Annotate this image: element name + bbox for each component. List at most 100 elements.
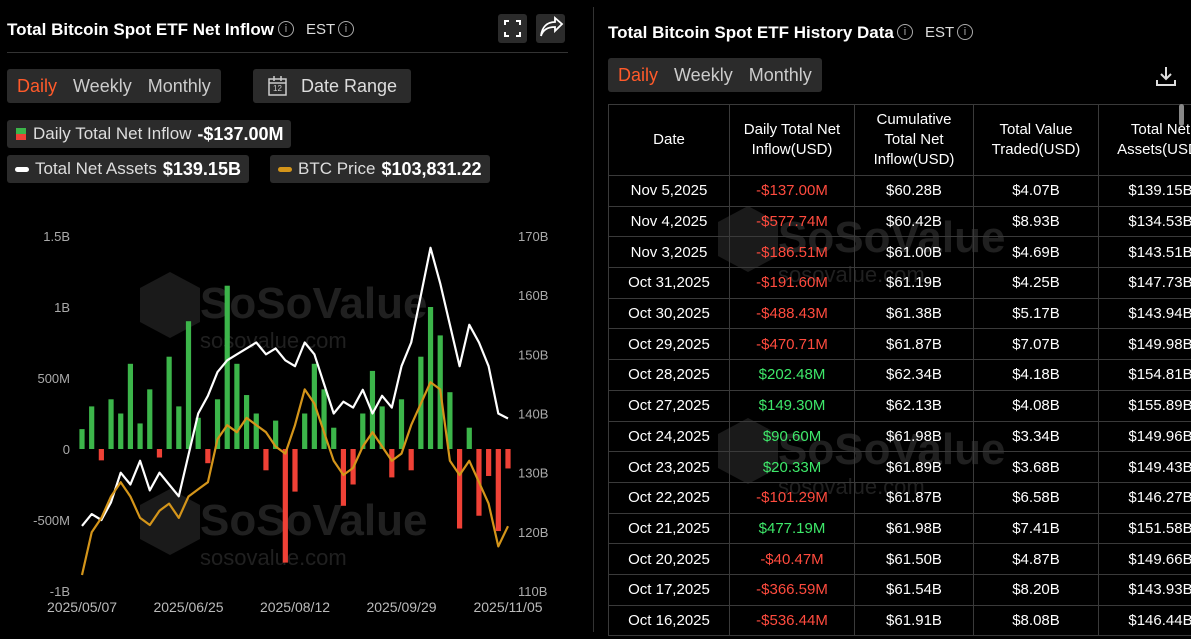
bar bbox=[379, 406, 385, 449]
legend-label: Daily Total Net Inflow bbox=[33, 124, 192, 143]
watermark-site: sosovalue.com bbox=[200, 545, 347, 570]
value-cell: $143.51B bbox=[1098, 236, 1191, 269]
value-cell: -$536.44M bbox=[729, 604, 855, 637]
watermark-brand: SoSoValue bbox=[200, 279, 427, 328]
value-cell: $61.50B bbox=[854, 543, 974, 575]
date-cell: Oct 30,2025 bbox=[608, 297, 730, 330]
value-cell: $477.19M bbox=[729, 512, 855, 545]
download-button[interactable] bbox=[1154, 64, 1178, 88]
tab[interactable]: Daily bbox=[17, 75, 58, 96]
value-cell: $4.87B bbox=[973, 543, 1099, 575]
value-cell: -$186.51M bbox=[729, 236, 855, 269]
legend-value: $103,831.22 bbox=[381, 158, 482, 179]
bar bbox=[389, 449, 395, 478]
date-cell: Oct 20,2025 bbox=[608, 543, 730, 575]
date-cell: Nov 5,2025 bbox=[608, 175, 730, 207]
info-icon[interactable]: i bbox=[957, 24, 973, 40]
tab[interactable]: Monthly bbox=[147, 75, 211, 96]
y-tick-label: 500M bbox=[37, 371, 70, 386]
value-cell: $149.43B bbox=[1098, 451, 1191, 483]
value-cell: $8.93B bbox=[973, 205, 1099, 238]
tab-group: Daily Weekly Monthly bbox=[608, 58, 822, 92]
x-tick-label: 2025/09/29 bbox=[366, 599, 436, 615]
info-icon[interactable]: i bbox=[278, 21, 294, 37]
bar bbox=[427, 307, 434, 449]
value-cell: $4.25B bbox=[973, 267, 1099, 299]
legend-label: BTC Price bbox=[298, 159, 376, 178]
table-row: Nov 4,2025 -$577.74M $60.42B $8.93B $134.53B bbox=[608, 205, 1191, 238]
x-tick-label: 2025/06/25 bbox=[153, 599, 223, 615]
bar bbox=[185, 321, 192, 449]
column-header: Date bbox=[608, 104, 730, 176]
column-header: Total Net Assets(USD) bbox=[1098, 104, 1191, 176]
table-row: Oct 20,2025 -$40.47M $61.50B $4.87B $149.66B bbox=[608, 543, 1191, 575]
bar bbox=[408, 449, 414, 471]
value-cell: -$40.47M bbox=[729, 543, 855, 575]
column-header: Daily Total Net Inflow(USD) bbox=[729, 104, 855, 176]
value-cell: $149.30M bbox=[729, 389, 855, 422]
value-cell: $61.19B bbox=[854, 267, 974, 299]
value-cell: $147.73B bbox=[1098, 267, 1191, 299]
bar bbox=[447, 392, 453, 449]
y2-tick-label: 160B bbox=[518, 288, 548, 303]
table-row: Oct 22,2025 -$101.29M $61.87B $6.58B $146.27… bbox=[608, 481, 1191, 514]
bar bbox=[292, 449, 298, 492]
fullscreen-button[interactable] bbox=[498, 14, 527, 43]
table-row: Oct 29,2025 -$470.71M $61.87B $7.07B $149.98… bbox=[608, 328, 1191, 361]
table-row: Oct 30,2025 -$488.43M $61.38B $5.17B $143.94… bbox=[608, 297, 1191, 330]
value-cell: $6.58B bbox=[973, 481, 1099, 514]
value-cell: $90.60M bbox=[729, 420, 855, 453]
date-cell: Oct 21,2025 bbox=[608, 512, 730, 545]
value-cell: $62.13B bbox=[854, 389, 974, 422]
x-tick-label: 2025/08/12 bbox=[260, 599, 330, 615]
tab-group: Daily Weekly Monthly bbox=[7, 69, 221, 103]
tab[interactable]: Weekly bbox=[674, 64, 733, 85]
value-cell: $3.68B bbox=[973, 451, 1099, 483]
divider bbox=[7, 52, 568, 53]
tab[interactable]: Daily bbox=[618, 64, 659, 85]
tab[interactable]: Monthly bbox=[748, 64, 812, 85]
bar bbox=[195, 417, 201, 449]
legend-item[interactable]: Daily Total Net Inflow -$137.00M bbox=[7, 120, 292, 148]
legend-item[interactable]: BTC Price $103,831.22 bbox=[270, 155, 490, 183]
y2-tick-label: 110B bbox=[518, 584, 547, 599]
info-icon[interactable]: i bbox=[338, 21, 354, 37]
tab[interactable]: Weekly bbox=[73, 75, 132, 96]
value-cell: $61.98B bbox=[854, 512, 974, 545]
table-row: Oct 21,2025 $477.19M $61.98B $7.41B $151.58B bbox=[608, 512, 1191, 545]
bar bbox=[89, 406, 95, 449]
date-range-label: Date Range bbox=[301, 75, 398, 96]
value-cell: $149.66B bbox=[1098, 543, 1191, 575]
date-cell: Oct 16,2025 bbox=[608, 604, 730, 637]
scrollbar[interactable] bbox=[1179, 104, 1184, 126]
share-button[interactable] bbox=[536, 14, 565, 43]
svg-text:12: 12 bbox=[273, 84, 282, 93]
value-cell: -$137.00M bbox=[729, 175, 855, 207]
bar bbox=[495, 449, 501, 532]
bar bbox=[302, 413, 308, 449]
value-cell: $146.44B bbox=[1098, 604, 1191, 637]
bar bbox=[98, 449, 104, 461]
info-icon[interactable]: i bbox=[897, 24, 913, 40]
bar bbox=[398, 399, 405, 449]
bar bbox=[456, 449, 463, 529]
bar bbox=[224, 285, 230, 449]
legend-swatch bbox=[16, 128, 26, 140]
legend-item[interactable]: Total Net Assets $139.15B bbox=[7, 155, 249, 183]
legend-value: $139.15B bbox=[162, 158, 241, 179]
value-cell: $61.91B bbox=[854, 604, 974, 637]
value-cell: $143.93B bbox=[1098, 573, 1191, 606]
bar bbox=[205, 449, 211, 464]
header-row: Date Daily Total Net Inflow(USD) Cumulativ… bbox=[608, 104, 1191, 176]
bar bbox=[263, 449, 269, 471]
bar bbox=[360, 413, 366, 449]
panel-divider bbox=[593, 7, 594, 632]
table-row: Nov 3,2025 -$186.51M $61.00B $4.69B $143.51B bbox=[608, 236, 1191, 269]
bar bbox=[79, 429, 85, 449]
date-cell: Oct 31,2025 bbox=[608, 267, 730, 299]
value-cell: $7.07B bbox=[973, 328, 1099, 361]
bar bbox=[108, 399, 114, 449]
date-cell: Nov 4,2025 bbox=[608, 205, 730, 238]
date-range-button[interactable]: 12 Date Range bbox=[253, 69, 412, 103]
